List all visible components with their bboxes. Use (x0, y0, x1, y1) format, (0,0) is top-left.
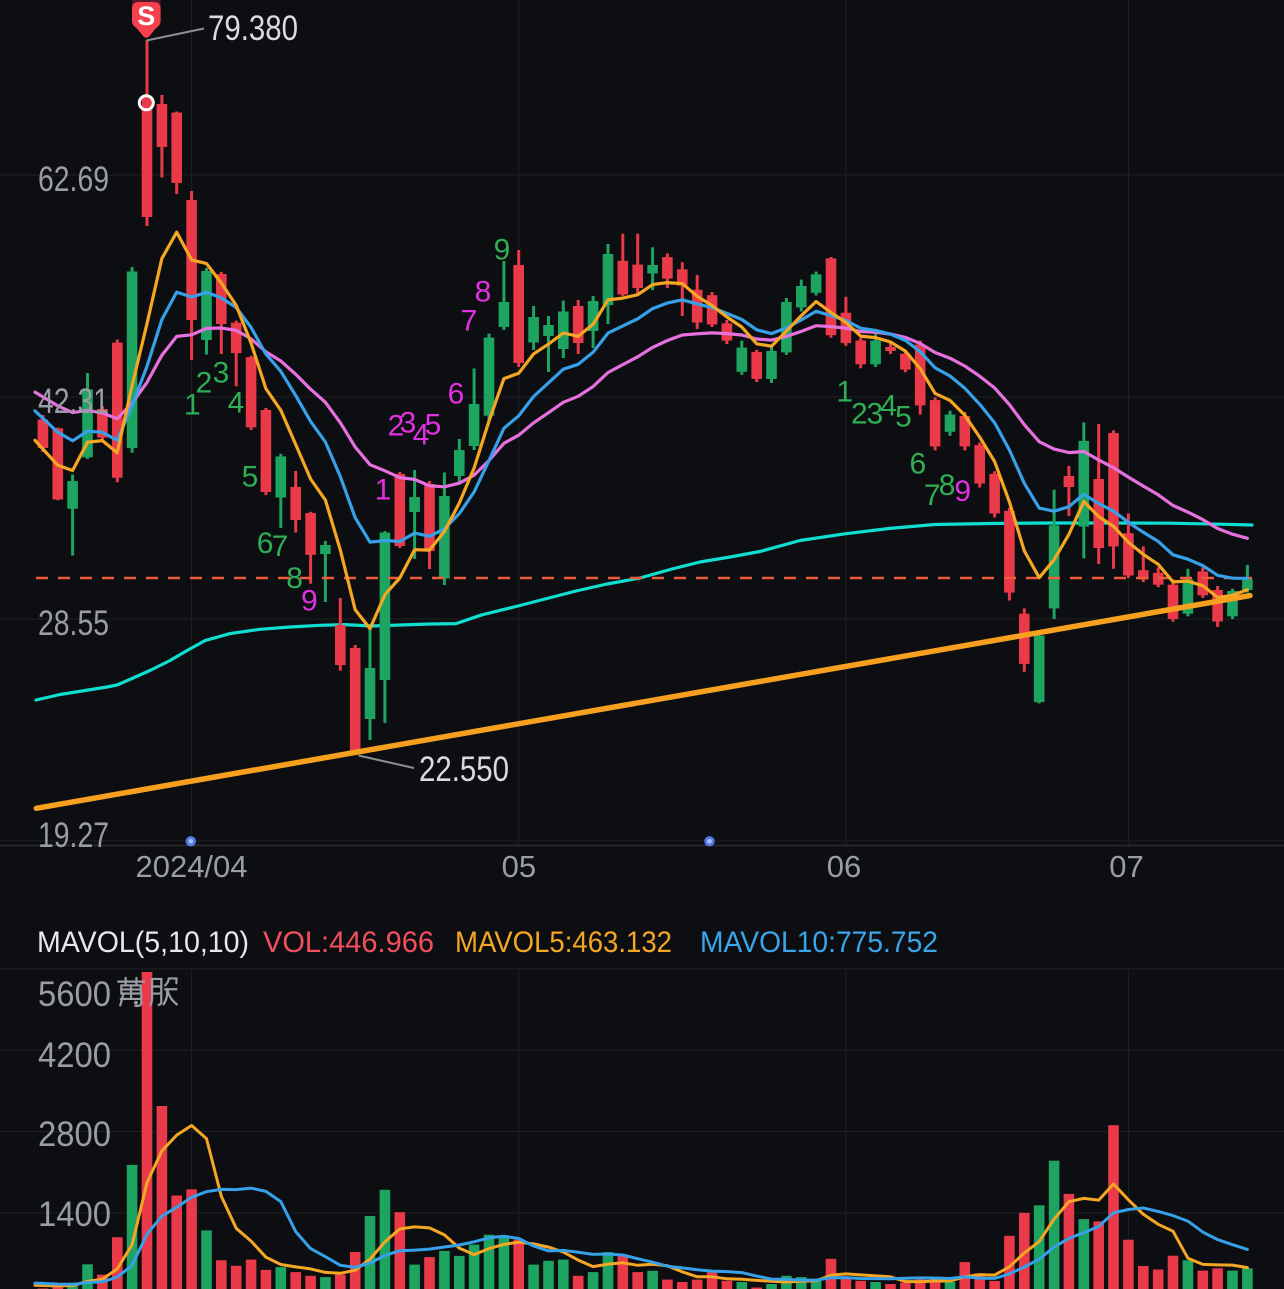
svg-text:6: 6 (257, 527, 274, 560)
svg-text:06: 06 (827, 849, 861, 884)
svg-text:4: 4 (413, 419, 430, 452)
svg-text:2: 2 (851, 398, 868, 431)
svg-text:5: 5 (242, 461, 259, 494)
svg-text:VOL:446.966: VOL:446.966 (263, 926, 434, 959)
svg-text:8: 8 (475, 276, 492, 309)
svg-text:3: 3 (213, 357, 230, 390)
svg-text:62.69: 62.69 (38, 159, 109, 199)
svg-text:8: 8 (939, 469, 956, 502)
svg-text:7: 7 (272, 530, 289, 563)
svg-text:S: S (137, 1, 155, 31)
svg-text:9: 9 (301, 584, 318, 617)
svg-text:MAVOL5:463.132: MAVOL5:463.132 (455, 926, 672, 959)
svg-text:42.31: 42.31 (38, 381, 109, 421)
svg-text:9: 9 (954, 475, 971, 508)
svg-text:7: 7 (924, 479, 941, 512)
svg-text:9: 9 (494, 234, 511, 267)
svg-text:22.550: 22.550 (419, 750, 509, 789)
svg-text:7: 7 (461, 305, 478, 338)
svg-text:28.55: 28.55 (38, 603, 109, 643)
svg-text:3: 3 (867, 398, 884, 431)
svg-text:4200: 4200 (38, 1035, 111, 1075)
svg-text:4: 4 (228, 387, 245, 420)
svg-text:2: 2 (388, 410, 405, 443)
svg-text:5600: 5600 (38, 974, 111, 1014)
svg-text:MAVOL(5,10,10): MAVOL(5,10,10) (37, 926, 249, 959)
svg-text:2: 2 (196, 367, 213, 400)
svg-text:1: 1 (375, 474, 392, 507)
svg-text:MAVOL10:775.752: MAVOL10:775.752 (700, 926, 938, 959)
svg-text:1400: 1400 (38, 1194, 111, 1234)
svg-text:1: 1 (184, 389, 201, 422)
svg-text:05: 05 (502, 849, 536, 884)
svg-text:79.380: 79.380 (208, 9, 298, 48)
svg-text:4: 4 (880, 389, 897, 422)
svg-text:6: 6 (910, 447, 927, 480)
svg-text:5: 5 (895, 401, 912, 434)
svg-text:19.27: 19.27 (38, 815, 109, 855)
svg-text:1: 1 (836, 376, 853, 409)
svg-text:6: 6 (448, 378, 465, 411)
svg-text:2800: 2800 (38, 1114, 111, 1154)
svg-text:07: 07 (1109, 849, 1143, 884)
svg-text:3: 3 (400, 407, 417, 440)
svg-text:8: 8 (286, 562, 303, 595)
svg-text:5: 5 (425, 409, 442, 442)
svg-text:2024/04: 2024/04 (135, 849, 247, 884)
